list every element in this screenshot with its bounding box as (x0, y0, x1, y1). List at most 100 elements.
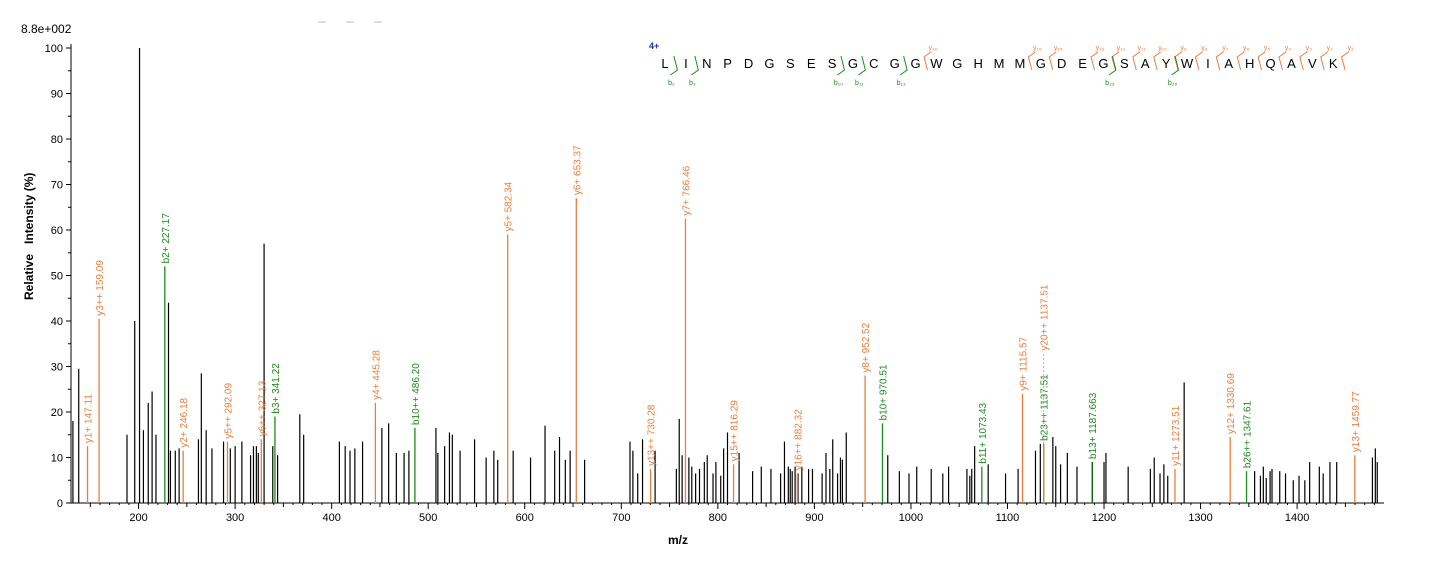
sequence-residue: K (1329, 56, 1338, 71)
y-tick-label: 60 (51, 225, 63, 237)
b-fragment-bracket (691, 55, 699, 76)
b-fragment-bracket (1108, 55, 1117, 76)
axes: 0 10 20 30 40 50 60 70 80 90 100 200 300 400 500 600 700… (45, 43, 1384, 524)
x-tick-label: 500 (419, 512, 437, 524)
max-intensity-label: 8.8e+002 (21, 22, 72, 36)
y-fragment-label: y₉ (1180, 45, 1187, 52)
sequence-residue: H (974, 56, 983, 71)
x-tick-label: 600 (516, 512, 534, 524)
x-tick-label: 700 (612, 512, 630, 524)
b-fragment-bracket (1171, 55, 1180, 76)
peak-label: y7+ 766.46 (681, 165, 692, 215)
x-tick-label: 300 (226, 512, 244, 524)
sequence-residue: C (869, 56, 878, 71)
x-tick-label: 1000 (899, 512, 923, 524)
y-fragment-label: y₄ (1285, 45, 1292, 52)
y-fragment-label: y₃ (1306, 45, 1313, 52)
sequence-residue: G (910, 56, 920, 71)
y-fragment-bracket (1153, 51, 1161, 71)
b-fragment-label: b₁₀ (834, 80, 843, 87)
y-fragment-label: y₁₅ (1054, 45, 1063, 52)
sequence-residue: D (1057, 56, 1066, 71)
sequence-residue: G (952, 56, 962, 71)
y-fragment-bracket (1215, 51, 1224, 71)
b-fragment-label: b₃ (689, 80, 696, 87)
y-tick-label: 100 (45, 43, 63, 55)
sequence-residue: G (1036, 56, 1046, 71)
b-fragment-bracket (858, 55, 866, 76)
sequence-residue: Q (1265, 56, 1275, 71)
y-fragment-label: y₁₂ (1117, 45, 1126, 52)
x-tick-label: 1200 (1092, 512, 1116, 524)
y-fragment-bracket (1111, 51, 1120, 71)
y-tick-label: 50 (51, 271, 63, 283)
y-fragment-bracket (1132, 51, 1141, 71)
sequence-residue: W (930, 56, 943, 71)
y-fragment-bracket (1236, 51, 1245, 71)
y-tick-label: 20 (51, 407, 63, 419)
peak-label: b11+ 1073.43 (978, 402, 989, 463)
y-fragment-label: y₆ (1243, 45, 1250, 52)
x-axis-title: m/z (668, 533, 689, 547)
y-fragment-label: y₁₀ (1158, 45, 1167, 52)
sequence-residue: A (1141, 56, 1150, 71)
sequence-residue: Y (1162, 56, 1171, 71)
sequence-residue: V (1308, 56, 1317, 71)
peak-label: b3+ 341.22 (271, 363, 282, 414)
y-fragment-bracket (1278, 51, 1287, 71)
y-tick-label: 10 (51, 453, 63, 465)
sequence-residue: I (684, 56, 688, 71)
y-fragment-bracket (1257, 51, 1266, 71)
peak-label: y3++ 159.09 (95, 260, 106, 316)
sequence-residue: N (702, 56, 711, 71)
sequence-residue: G (890, 56, 900, 71)
peak-label: b13+ 1187.663 (1088, 392, 1099, 459)
x-tick-label: 1300 (1188, 512, 1212, 524)
y-fragment-label: y₁₃ (1096, 45, 1105, 52)
y-fragment-bracket (1173, 51, 1182, 71)
b-fragment-label: b₁₃ (897, 80, 906, 87)
peak-label: y12+ 1330.69 (1226, 373, 1237, 434)
y-fragment-label: y₈ (1201, 45, 1208, 52)
b-fragment-label: b₂ (668, 80, 675, 87)
sequence-residue: E (1078, 56, 1087, 71)
sequence-residue: D (744, 56, 753, 71)
x-tick-label: 1400 (1285, 512, 1309, 524)
x-tick-label: 1100 (996, 512, 1020, 524)
y-tick-label: 40 (51, 316, 63, 328)
y-fragment-label: y₂₀ (928, 45, 937, 52)
peak-label: y9+ 1115.57 (1019, 337, 1030, 391)
peak-label: y15++ 816.29 (730, 400, 741, 462)
peak-annotations: y1+ 147.11 y3++ 159.09 b2+ 227.17 y2+ 246.1… (84, 145, 1362, 503)
y-fragment-label: y₇ (1222, 45, 1229, 52)
peak-label: y13+ 1459.77 (1351, 391, 1362, 452)
peaks (72, 48, 1378, 503)
sequence-residue: G (848, 56, 858, 71)
y-fragment-bracket (1194, 51, 1203, 71)
peak-label: y13++ 730.28 (647, 404, 658, 466)
b-fragment-bracket (670, 55, 679, 76)
sequence-residue: A (1287, 56, 1296, 71)
peak-label: b10+ 970.51 (878, 364, 889, 420)
sequence-residue: I (1206, 56, 1210, 71)
y-tick-label: 70 (51, 180, 63, 192)
sequence-residue: P (723, 56, 732, 71)
sequence-residue: G (1098, 56, 1108, 71)
sequence-residue: G (764, 56, 774, 71)
x-tick-label: 400 (322, 512, 340, 524)
peak-label: y6++ 327.13 (257, 380, 268, 436)
sequence-residue: L (661, 56, 668, 71)
y-fragment-label: y₁ (1348, 45, 1355, 52)
peak-label: y6+ 653.37 (572, 145, 583, 195)
sequence-residue: S (1120, 56, 1129, 71)
y-tick-label: 80 (51, 134, 63, 146)
b-fragment-label: b₁₁ (855, 80, 864, 87)
y-fragment-label: y₁₁ (1138, 45, 1147, 52)
peak-label: y8+ 952.52 (861, 322, 872, 372)
b-fragment-label: b₂₃ (1105, 80, 1115, 87)
peak-label: y1+ 147.11 (84, 394, 95, 443)
peak-label: y5++ 292.09 (223, 383, 234, 439)
y-fragment-bracket (1299, 51, 1308, 71)
